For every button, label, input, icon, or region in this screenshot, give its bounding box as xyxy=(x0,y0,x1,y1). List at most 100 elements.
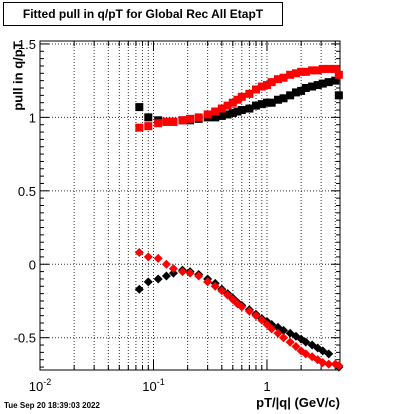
data-point-square xyxy=(286,91,295,100)
data-point-square xyxy=(237,92,246,101)
data-point-diamond xyxy=(134,248,144,257)
data-point-square xyxy=(186,114,195,123)
data-point-square xyxy=(267,78,276,87)
data-point-diamond xyxy=(228,295,238,304)
y-tick-label: 1 xyxy=(29,110,36,125)
data-point-diamond xyxy=(324,349,334,359)
data-point-square xyxy=(318,79,327,88)
data-point-square xyxy=(223,110,232,119)
data-point-diamond xyxy=(153,253,163,263)
data-point-diamond xyxy=(273,328,283,338)
data-point-square xyxy=(313,81,322,90)
data-point-diamond xyxy=(161,259,171,269)
data-point-square xyxy=(301,67,310,76)
datestamp: Tue Sep 20 18:39:03 2022 xyxy=(4,401,100,410)
data-point-diamond xyxy=(194,271,204,281)
data-point-square xyxy=(291,88,300,97)
chart-title: Fitted pull in q/pT for Global Rec All E… xyxy=(3,2,283,26)
data-point-diamond xyxy=(168,264,178,274)
data-point-square xyxy=(267,98,276,107)
data-point-diamond xyxy=(301,349,311,359)
data-point-square xyxy=(162,117,171,126)
data-point-square xyxy=(223,101,232,110)
y-tick-label: 1.5 xyxy=(18,37,36,52)
data-point-square xyxy=(203,110,212,119)
data-point-square xyxy=(301,84,310,92)
data-point-square xyxy=(308,82,317,91)
data-point-diamond xyxy=(279,333,289,343)
data-point-square xyxy=(334,91,343,100)
data-point-square xyxy=(233,95,242,104)
data-point-square xyxy=(237,106,246,115)
y-axis-label: pull in q/pT xyxy=(10,41,26,111)
data-point-diamond xyxy=(210,281,220,291)
x-tick-label: 10-1 xyxy=(142,377,164,394)
y-tick-label: 0 xyxy=(29,257,36,272)
data-point-diamond xyxy=(217,286,227,296)
data-point-diamond xyxy=(262,319,272,329)
data-point-diamond xyxy=(223,290,233,300)
data-markers xyxy=(134,64,344,372)
data-point-square xyxy=(291,69,300,78)
data-point-square xyxy=(308,66,317,75)
data-point-square xyxy=(154,119,163,128)
tick-labels: 1.5 1 0.5 0 -0.5 10-2 10-1 1 xyxy=(14,37,271,394)
data-point-square xyxy=(178,116,187,125)
x-tick-label: 10-2 xyxy=(29,377,51,394)
data-point-diamond xyxy=(237,302,247,312)
data-point-square xyxy=(245,104,254,113)
data-point-square xyxy=(257,100,266,109)
data-point-diamond xyxy=(177,267,187,277)
y-tick-label: -0.5 xyxy=(14,331,36,346)
data-point-diamond xyxy=(134,284,144,294)
data-point-square xyxy=(297,67,306,76)
data-point-diamond xyxy=(244,306,254,316)
data-point-diamond xyxy=(257,315,267,325)
data-point-diamond xyxy=(291,342,301,351)
data-point-diamond xyxy=(334,361,344,371)
data-point-diamond xyxy=(267,324,277,334)
data-point-square xyxy=(233,107,242,116)
data-point-square xyxy=(217,104,226,113)
data-point-square xyxy=(217,111,226,120)
data-point-square xyxy=(331,64,340,73)
data-point-square xyxy=(279,73,288,82)
data-point-square xyxy=(211,113,220,122)
data-point-square xyxy=(135,103,144,112)
data-point-diamond xyxy=(143,277,153,287)
data-point-square xyxy=(228,98,237,107)
data-point-square xyxy=(324,78,333,87)
data-point-diamond xyxy=(324,359,334,369)
data-point-square xyxy=(169,117,178,126)
data-point-square xyxy=(245,89,254,98)
data-point-diamond xyxy=(153,274,163,284)
data-point-diamond xyxy=(185,268,195,278)
y-tick-label: 0.5 xyxy=(18,184,36,199)
data-point-square xyxy=(273,95,282,104)
data-point-square xyxy=(257,82,266,91)
data-point-square xyxy=(251,101,260,110)
x-tick-label: 1 xyxy=(263,379,270,394)
axis-ticks xyxy=(39,41,340,370)
data-point-square xyxy=(262,81,271,90)
data-point-square xyxy=(279,94,288,103)
data-point-square xyxy=(194,113,203,122)
data-point-diamond xyxy=(318,358,328,368)
data-point-square xyxy=(313,66,322,75)
data-point-square xyxy=(144,113,153,122)
data-point-square xyxy=(297,86,306,95)
data-point-square xyxy=(251,85,260,94)
x-axis-label: pT/|q| (GeV/c) xyxy=(256,395,340,410)
data-point-square xyxy=(228,108,237,117)
data-point-diamond xyxy=(285,337,295,347)
data-point-square xyxy=(324,64,333,73)
data-point-diamond xyxy=(251,311,261,321)
data-point-diamond xyxy=(203,277,213,287)
data-point-square xyxy=(144,122,153,131)
data-point-square xyxy=(318,64,327,73)
data-point-square xyxy=(211,107,220,116)
data-point-diamond xyxy=(301,337,311,347)
data-point-diamond xyxy=(161,271,171,281)
data-point-square xyxy=(262,98,271,107)
